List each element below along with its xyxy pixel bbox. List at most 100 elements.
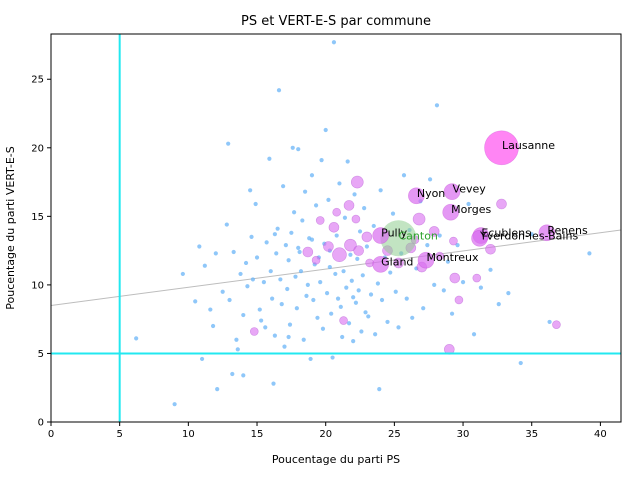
data-point xyxy=(385,319,390,325)
data-point-large xyxy=(311,255,321,265)
y-tick-label: 10 xyxy=(31,280,44,291)
data-point xyxy=(249,234,254,240)
data-point xyxy=(289,230,294,235)
data-point-large xyxy=(344,238,357,252)
data-point xyxy=(270,296,275,301)
data-point xyxy=(351,295,356,300)
data-point xyxy=(437,233,442,238)
data-point xyxy=(441,288,446,293)
x-tick-label: 5 xyxy=(116,429,122,440)
data-point-large xyxy=(449,236,458,246)
data-point-large xyxy=(393,257,404,269)
data-point xyxy=(377,386,382,392)
data-point xyxy=(296,245,301,250)
data-point-large xyxy=(361,231,373,243)
data-point xyxy=(276,88,282,93)
data-point-large xyxy=(302,246,314,258)
data-point xyxy=(529,232,534,237)
data-point xyxy=(267,156,272,161)
data-point xyxy=(311,297,316,303)
data-point xyxy=(427,177,433,182)
data-point xyxy=(305,282,310,287)
data-point xyxy=(275,226,280,231)
data-point xyxy=(359,329,364,334)
data-point xyxy=(272,232,277,237)
data-point xyxy=(432,282,437,287)
data-point xyxy=(172,402,177,407)
data-point-large xyxy=(353,245,364,256)
data-point xyxy=(324,291,330,296)
data-point xyxy=(342,215,348,220)
data-point xyxy=(290,145,295,150)
data-point xyxy=(333,271,338,277)
data-point-large xyxy=(332,247,347,263)
data-point-large xyxy=(412,212,426,226)
data-point xyxy=(208,307,213,312)
data-point xyxy=(241,373,246,378)
data-point xyxy=(496,301,501,307)
data-point xyxy=(315,315,320,320)
data-point xyxy=(337,181,342,186)
labeled-point xyxy=(484,130,519,166)
x-tick-label: 35 xyxy=(525,429,538,440)
data-point xyxy=(335,296,341,301)
data-point xyxy=(250,277,256,282)
data-point xyxy=(227,297,232,303)
plot-area: Lausanne Vevey Nyon Morges Renens EcublensYve… xyxy=(51,34,621,422)
data-point xyxy=(293,274,298,279)
data-point xyxy=(241,312,246,318)
data-point xyxy=(341,269,346,274)
chart-title: PS et VERT-E-S par commune xyxy=(241,14,431,29)
data-point xyxy=(297,249,302,255)
data-point xyxy=(313,203,319,208)
axes-frame xyxy=(50,33,622,423)
data-point xyxy=(375,281,380,286)
labeled-point xyxy=(471,229,488,247)
y-axis-label: Poucentage du parti VERT-E-S xyxy=(4,146,17,310)
data-point-large xyxy=(428,226,440,237)
data-point-large xyxy=(332,207,341,217)
data-point xyxy=(379,297,385,303)
data-point-large xyxy=(449,272,461,284)
data-point xyxy=(518,360,523,366)
data-point xyxy=(319,158,324,163)
data-point xyxy=(323,127,328,133)
data-point xyxy=(460,280,466,285)
data-point xyxy=(362,206,367,211)
data-point xyxy=(346,321,352,326)
data-point xyxy=(272,333,277,338)
data-point xyxy=(231,249,236,255)
data-point xyxy=(213,251,218,256)
data-point xyxy=(245,284,250,289)
canton-marker xyxy=(380,220,417,257)
data-point xyxy=(298,269,304,274)
data-point xyxy=(331,40,337,45)
data-point-large xyxy=(552,320,561,329)
data-point xyxy=(506,291,511,296)
labeled-point xyxy=(538,224,556,242)
data-point xyxy=(296,147,301,152)
point-label: Montreux xyxy=(426,251,479,264)
data-point xyxy=(334,233,339,238)
data-point xyxy=(274,251,279,256)
data-point xyxy=(366,314,371,319)
point-label: Yverdon-les-Bains xyxy=(479,229,578,242)
data-point xyxy=(294,306,299,311)
data-point-large xyxy=(315,216,325,225)
data-point xyxy=(301,337,306,342)
data-point xyxy=(547,319,552,325)
labeled-point xyxy=(417,251,435,269)
data-point xyxy=(309,237,315,242)
data-point xyxy=(271,381,276,386)
x-tick-label: 30 xyxy=(457,429,470,440)
data-point-large xyxy=(323,241,334,252)
data-point xyxy=(396,325,401,330)
data-point xyxy=(268,269,273,274)
data-point xyxy=(410,315,415,320)
data-point xyxy=(282,344,287,349)
y-tick-label: 0 xyxy=(38,418,44,429)
data-point xyxy=(326,197,331,202)
labeled-point xyxy=(443,183,461,200)
data-point xyxy=(360,273,365,278)
